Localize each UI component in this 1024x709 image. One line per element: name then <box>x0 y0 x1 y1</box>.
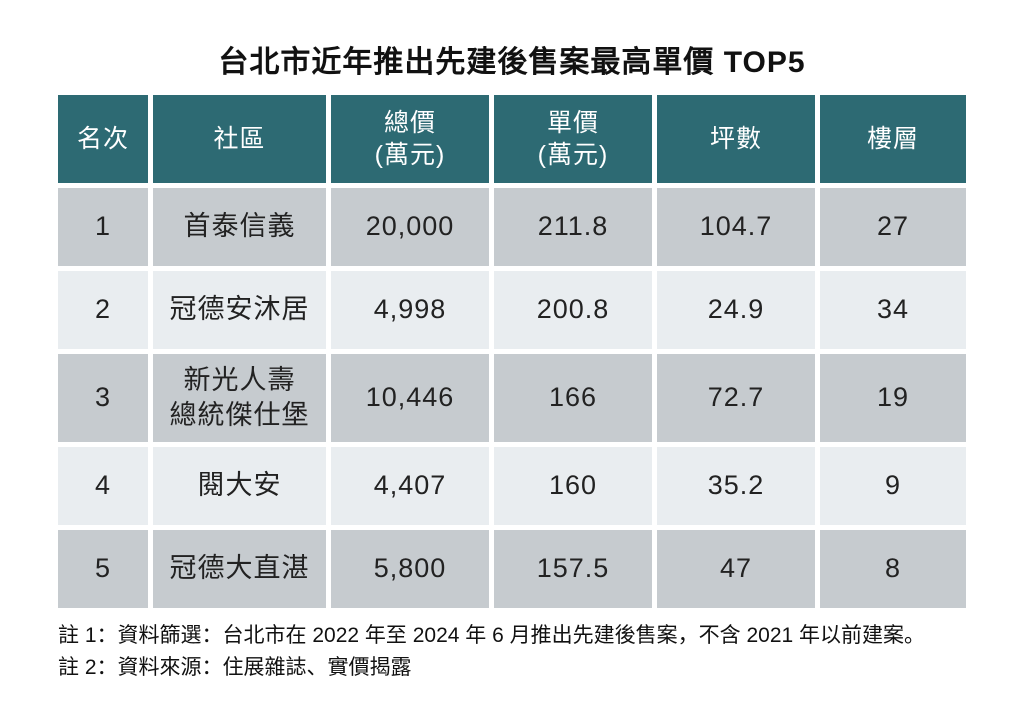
table-cell-rank: 4 <box>58 447 148 525</box>
table-cell-total-price: 10,446 <box>331 354 489 442</box>
footnotes: 註 1：資料篩選：台北市在 2022 年至 2024 年 6 月推出先建後售案，… <box>58 620 966 683</box>
table-cell-rank: 1 <box>58 188 148 266</box>
footnote-1: 註 1：資料篩選：台北市在 2022 年至 2024 年 6 月推出先建後售案，… <box>58 624 926 647</box>
page-title: 台北市近年推出先建後售案最高單價 TOP5 <box>218 46 806 79</box>
table-cell-floor: 19 <box>820 354 966 442</box>
table-cell-community: 閱大安 <box>153 447 326 525</box>
table-cell-community: 冠德安沐居 <box>153 271 326 349</box>
table-cell-ping: 35.2 <box>657 447 815 525</box>
table-cell-rank: 5 <box>58 530 148 608</box>
column-header-rank: 名次 <box>58 95 148 183</box>
table-cell-community: 新光人壽 總統傑仕堡 <box>153 354 326 442</box>
table-cell-floor: 8 <box>820 530 966 608</box>
column-header-unit-price: 單價 (萬元) <box>494 95 652 183</box>
table-cell-ping: 24.9 <box>657 271 815 349</box>
column-header-floor: 樓層 <box>820 95 966 183</box>
table-cell-ping: 47 <box>657 530 815 608</box>
table-cell-floor: 34 <box>820 271 966 349</box>
table-cell-rank: 3 <box>58 354 148 442</box>
table-cell-total-price: 5,800 <box>331 530 489 608</box>
column-header-total-price: 總價 (萬元) <box>331 95 489 183</box>
table-cell-unit-price: 166 <box>494 354 652 442</box>
table-cell-total-price: 4,998 <box>331 271 489 349</box>
table-cell-ping: 72.7 <box>657 354 815 442</box>
ranking-table: 名次 社區 總價 (萬元) 單價 (萬元) 坪數 樓層 1 首泰信義 20,00… <box>58 95 966 608</box>
table-cell-community: 冠德大直湛 <box>153 530 326 608</box>
table-cell-total-price: 20,000 <box>331 188 489 266</box>
column-header-community: 社區 <box>153 95 326 183</box>
table-cell-total-price: 4,407 <box>331 447 489 525</box>
table-cell-ping: 104.7 <box>657 188 815 266</box>
table-cell-unit-price: 211.8 <box>494 188 652 266</box>
table-cell-unit-price: 160 <box>494 447 652 525</box>
table-cell-floor: 27 <box>820 188 966 266</box>
table-cell-floor: 9 <box>820 447 966 525</box>
table-cell-community: 首泰信義 <box>153 188 326 266</box>
table-cell-unit-price: 157.5 <box>494 530 652 608</box>
table-cell-rank: 2 <box>58 271 148 349</box>
table-cell-unit-price: 200.8 <box>494 271 652 349</box>
footnote-2: 註 2：資料來源：住展雜誌、實價揭露 <box>58 655 412 679</box>
infographic-page: 台北市近年推出先建後售案最高單價 TOP5 名次 社區 總價 (萬元) 單價 (… <box>58 46 966 683</box>
column-header-ping: 坪數 <box>657 95 815 183</box>
